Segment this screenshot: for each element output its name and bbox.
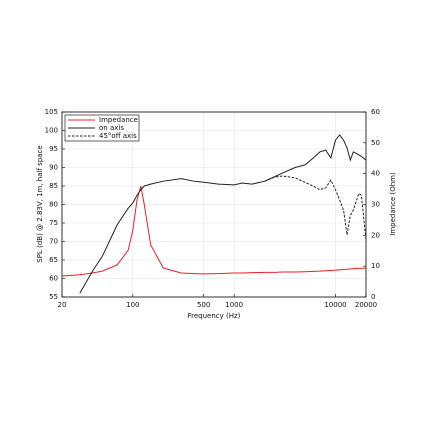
y2-tick-label: 0 [371, 293, 375, 301]
x-tick-label: 10000 [324, 301, 346, 309]
y2-tick-label: 30 [371, 201, 380, 209]
y2-tick-label: 50 [371, 139, 380, 147]
x-tick-label: 20 [58, 301, 67, 309]
y-tick-label: 60 [49, 275, 58, 283]
y-tick-label: 65 [49, 256, 58, 264]
legend-label: Impedance [99, 116, 138, 124]
y-tick-label: 55 [49, 293, 58, 301]
x-tick-label: 20000 [355, 301, 377, 309]
x-tick-label: 100 [126, 301, 139, 309]
legend-label: 45°off axis [99, 132, 137, 140]
y2-axis-label: Impedance (Ohm) [389, 172, 397, 236]
y-tick-label: 100 [45, 127, 58, 135]
y-tick-label: 75 [49, 219, 58, 227]
plot-frame [61, 111, 367, 298]
x-tick-label: 1000 [225, 301, 243, 309]
y2-tick-label: 40 [371, 170, 380, 178]
plot-area [62, 134, 366, 294]
y-tick-label: 105 [45, 108, 58, 116]
y-tick-label: 90 [49, 164, 58, 172]
y-tick-label: 80 [49, 201, 58, 209]
legend-label: on axis [99, 124, 124, 132]
y2-tick-label: 20 [371, 231, 380, 239]
y-tick-label: 70 [49, 238, 58, 246]
series-line [264, 175, 366, 241]
y-tick-label: 95 [49, 145, 58, 153]
series-line [79, 134, 366, 294]
series-line [62, 185, 366, 277]
x-tick-label: 500 [197, 301, 210, 309]
x-axis-label: Frequency (Hz) [188, 312, 241, 320]
y2-tick-label: 60 [371, 108, 380, 116]
y-tick-label: 85 [49, 182, 58, 190]
y2-tick-label: 10 [371, 262, 380, 270]
y-axis-label: SPL (dB) @ 2.83V, 1m, half space [36, 145, 44, 262]
